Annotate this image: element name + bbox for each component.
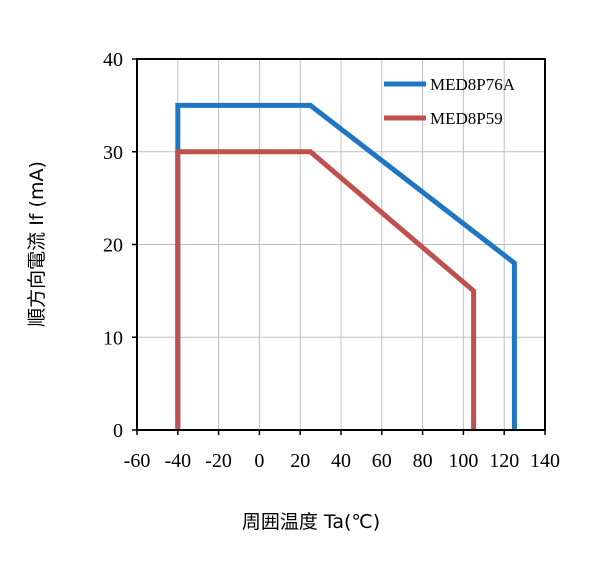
y-tick-label: 0: [113, 420, 123, 442]
x-tick-labels: -60 -40 -20 0 20 40 60 80 100 120 140: [124, 450, 560, 472]
y-tick-labels: 0 10 20 30 40: [103, 49, 123, 442]
x-tick-label: 140: [530, 450, 560, 472]
x-tick-label: 80: [413, 450, 433, 472]
x-tick-label: 60: [372, 450, 392, 472]
series-line-med8p59: [175, 149, 477, 430]
x-axis-title: 周囲温度 Ta(℃): [242, 511, 380, 533]
y-tick-label: 30: [103, 142, 123, 164]
y-tick-label: 40: [103, 49, 123, 71]
legend-label: MED8P76A: [430, 75, 516, 94]
y-axis-title: 順方向電流 If (mA): [26, 161, 48, 327]
x-tick-label: 100: [448, 450, 478, 472]
x-tick-label: 40: [331, 450, 351, 472]
x-tick-label: 120: [489, 450, 519, 472]
x-tick-label: 20: [290, 450, 310, 472]
y-tick-label: 10: [103, 327, 123, 349]
legend: MED8P76A MED8P59: [384, 75, 516, 128]
y-tick-label: 20: [103, 235, 123, 257]
legend-label: MED8P59: [430, 109, 503, 128]
x-tick-label: 0: [254, 450, 264, 472]
series-layer: [175, 102, 517, 430]
x-tick-label: -60: [124, 450, 151, 472]
x-tick-label: -40: [164, 450, 191, 472]
x-tick-label: -20: [205, 450, 232, 472]
plot-area-frame: [136, 58, 546, 431]
